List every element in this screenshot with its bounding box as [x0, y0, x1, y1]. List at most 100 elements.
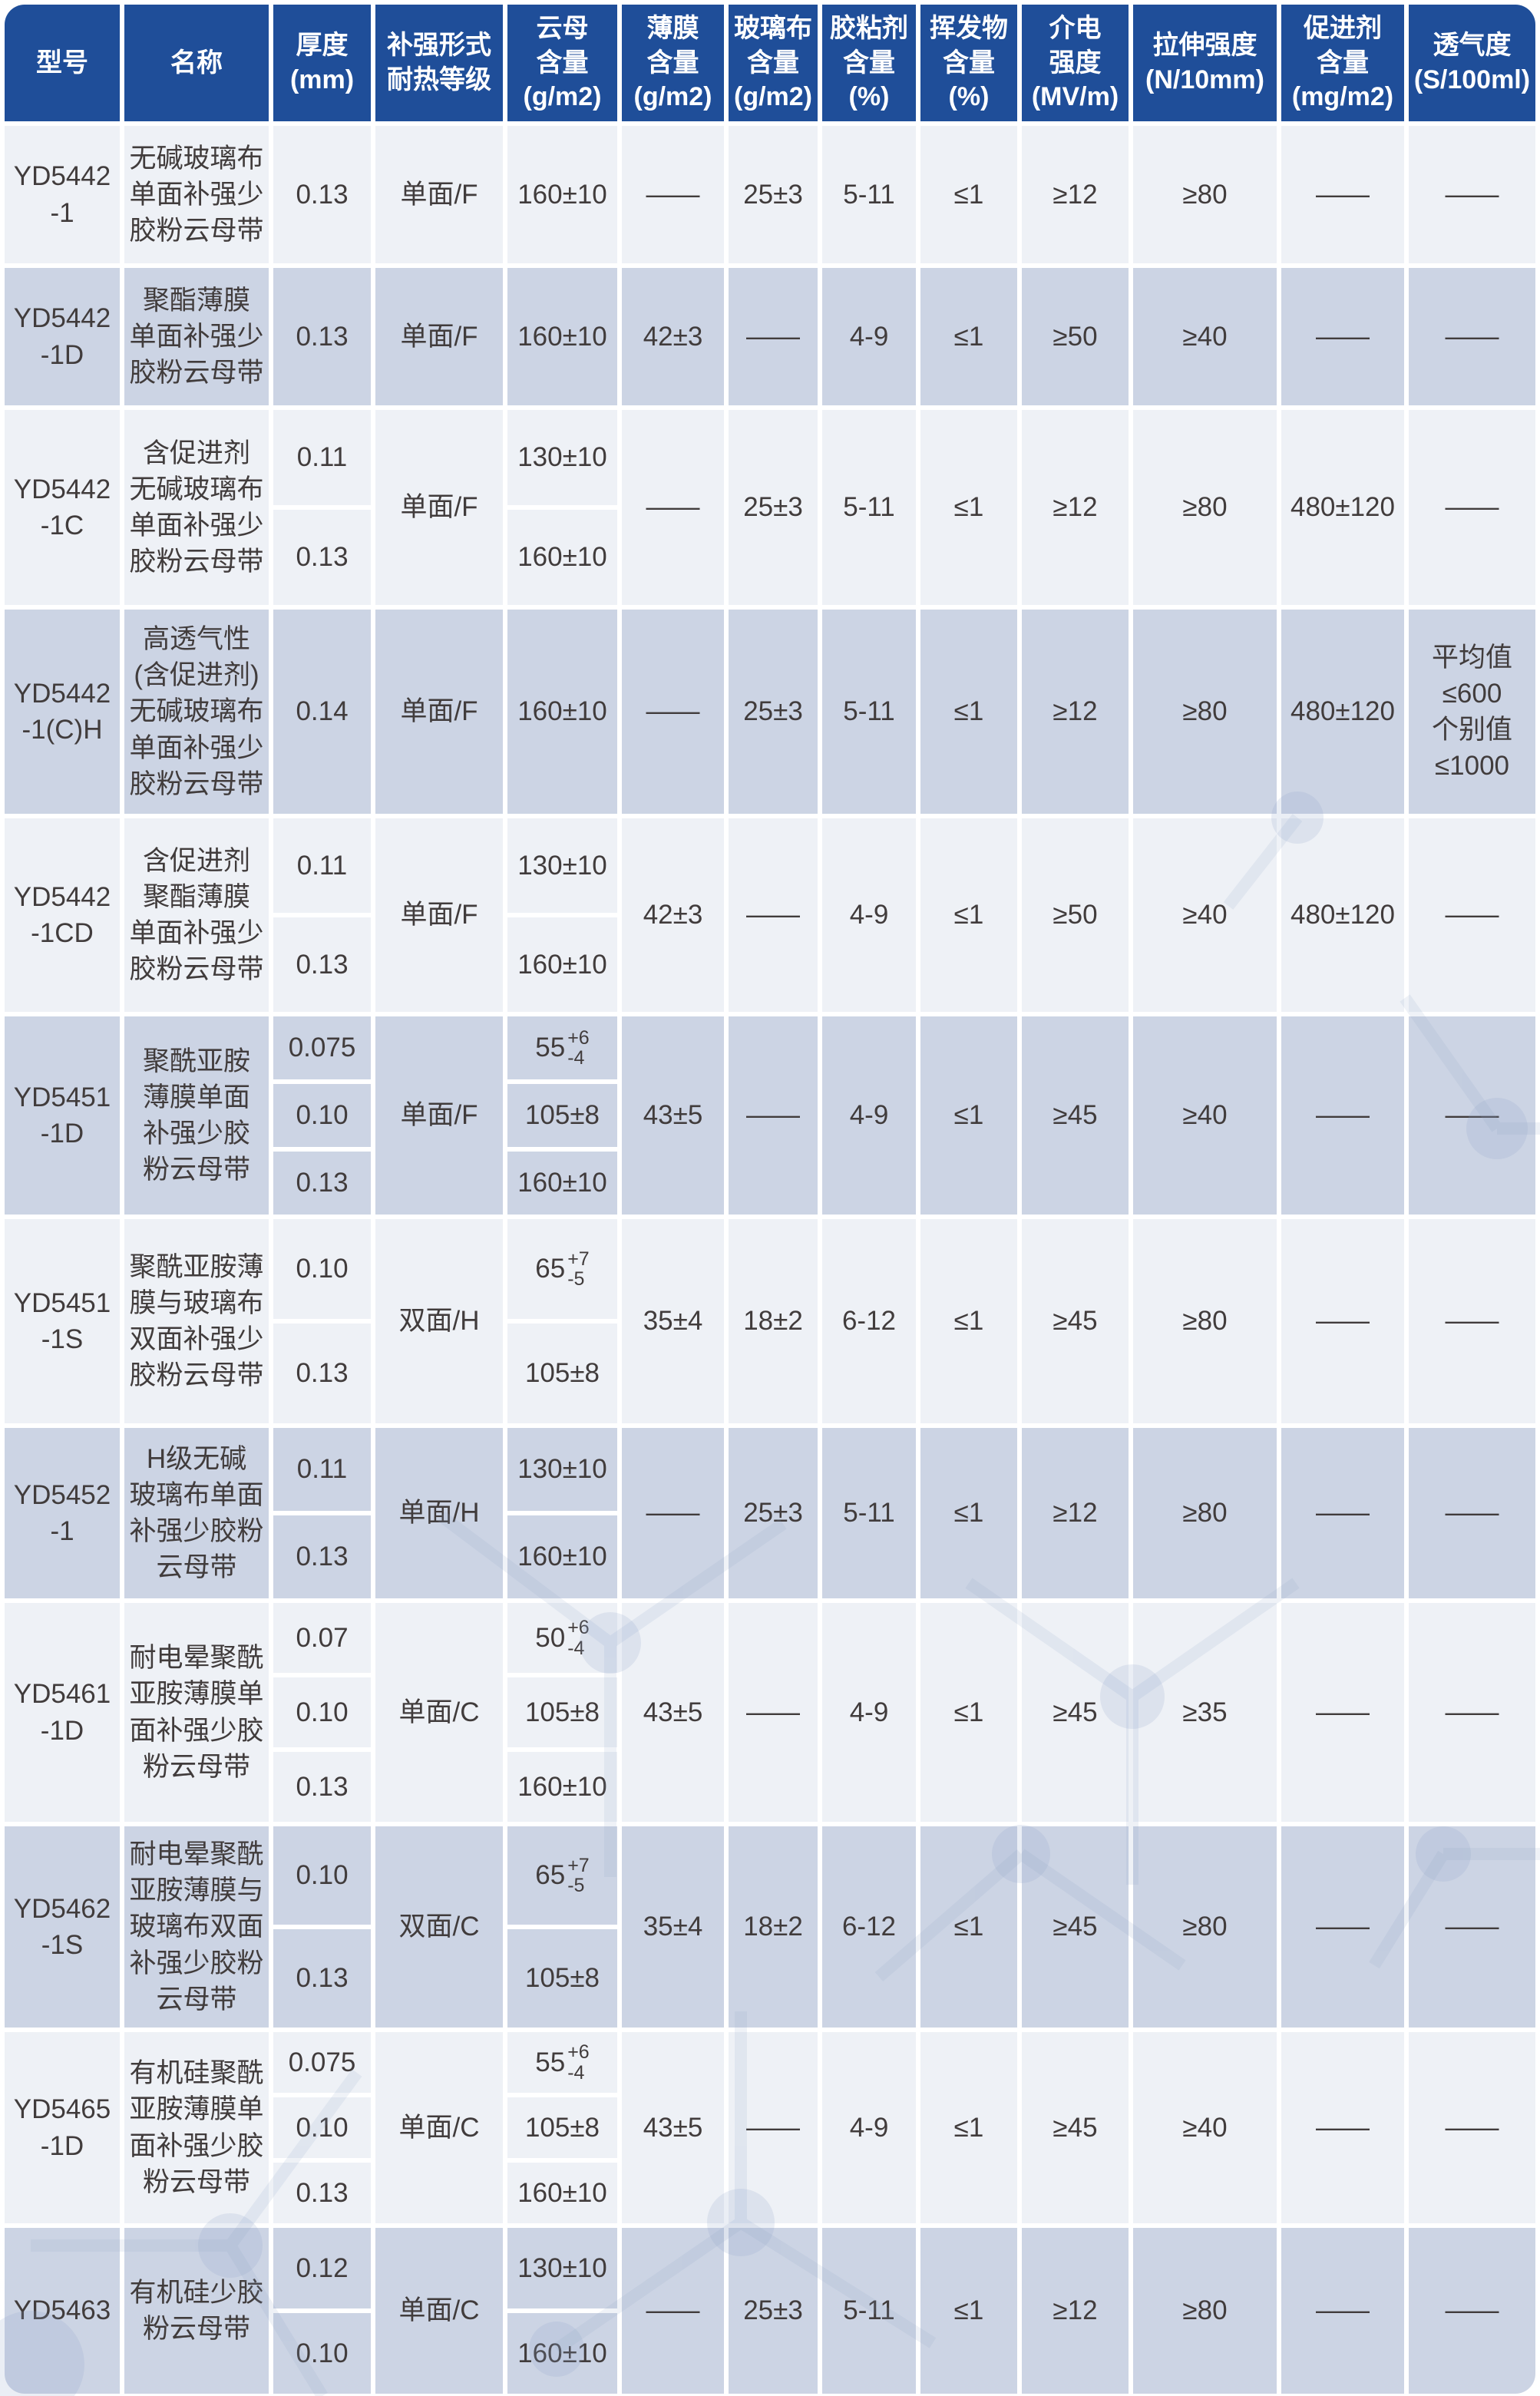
cell-glass: 25±3: [729, 126, 818, 263]
cell-reinforce: 单面/F: [375, 268, 503, 405]
table-row: 0.13 160±10: [5, 1515, 1535, 1598]
cell-accelerator: 480±120: [1281, 818, 1404, 1012]
header-volatile: 挥发物 含量 (%): [920, 5, 1017, 121]
table-row: 0.13 160±10: [5, 917, 1535, 1012]
cell-glass: ——: [729, 1603, 818, 1822]
cell-tensile: ≥80: [1133, 1826, 1277, 2028]
cell-dielectric: ≥50: [1022, 268, 1129, 405]
cell-film: ——: [622, 410, 724, 605]
mica-tolerance-value: 65 +7 -5: [535, 1855, 590, 1895]
tolerance-upper: +7: [567, 1248, 590, 1270]
cell-adhesive: 4-9: [822, 1016, 916, 1215]
cell-thickness: 0.13: [273, 1515, 371, 1598]
cell-dielectric: ≥45: [1022, 1219, 1129, 1423]
cell-film: 43±5: [622, 2032, 724, 2223]
cell-mica: 55 +6 -4: [507, 1016, 617, 1079]
header-thickness: 厚度 (mm): [273, 5, 371, 121]
cell-mica: 160±10: [507, 1752, 617, 1822]
cell-thickness: 0.13: [273, 1752, 371, 1822]
cell-permeability: ——: [1409, 1219, 1535, 1423]
cell-accelerator: ——: [1281, 1016, 1404, 1215]
tolerance-lower: -4: [567, 2061, 585, 2084]
cell-name: 聚酰亚胺薄 膜与玻璃布 双面补强少 胶粉云母带: [124, 1219, 269, 1423]
tolerance-upper: +6: [567, 1617, 590, 1639]
cell-reinforce: 单面/F: [375, 126, 503, 263]
table-row: YD5442 -1C 含促进剂 无碱玻璃布 单面补强少 胶粉云母带 0.11 单面/F…: [5, 410, 1535, 605]
cell-thickness: 0.10: [273, 1084, 371, 1147]
cell-mica: 105±8: [507, 1929, 617, 2028]
cell-permeability: ——: [1409, 126, 1535, 263]
header-model: 型号: [5, 5, 120, 121]
tolerance-upper: +6: [567, 1026, 590, 1049]
cell-thickness: 0.13: [273, 2163, 371, 2223]
mica-tolerance-value: 65 +7 -5: [535, 1248, 590, 1289]
cell-film: 42±3: [622, 268, 724, 405]
cell-thickness: 0.11: [273, 818, 371, 913]
table-row: YD5442 -1CD 含促进剂 聚酯薄膜 单面补强少 胶粉云母带 0.11 单面/F…: [5, 818, 1535, 1012]
cell-film: 43±5: [622, 1016, 724, 1215]
cell-permeability: ——: [1409, 818, 1535, 1012]
table-row: YD5462 -1S 耐电晕聚酰 亚胺薄膜与 玻璃布双面 补强少胶粉 云母带 0.1…: [5, 1826, 1535, 2028]
cell-accelerator: ——: [1281, 1428, 1404, 1598]
table-row: YD5451 -1S 聚酰亚胺薄 膜与玻璃布 双面补强少 胶粉云母带 0.10 双面/…: [5, 1219, 1535, 1423]
cell-dielectric: ≥45: [1022, 1603, 1129, 1822]
cell-thickness: 0.10: [273, 2097, 371, 2158]
cell-mica: 160±10: [507, 610, 617, 814]
cell-thickness: 0.10: [273, 1677, 371, 1747]
cell-accelerator: ——: [1281, 126, 1404, 263]
cell-volatile: ≤1: [920, 1428, 1017, 1598]
cell-volatile: ≤1: [920, 610, 1017, 814]
mica-tolerance-value: 55 +6 -4: [535, 1026, 590, 1068]
cell-mica: 50 +6 -4: [507, 1603, 617, 1673]
table-row: YD5452 -1 H级无碱 玻璃布单面 补强少胶粉 云母带 0.11 单面/H 130…: [5, 1428, 1535, 1598]
cell-mica: 105±8: [507, 2097, 617, 2158]
cell-mica: 130±10: [507, 410, 617, 505]
cell-tensile: ≥35: [1133, 1603, 1277, 1822]
cell-volatile: ≤1: [920, 1603, 1017, 1822]
mica-base-value: 55: [535, 1033, 566, 1063]
cell-volatile: ≤1: [920, 410, 1017, 605]
cell-glass: 25±3: [729, 410, 818, 605]
cell-reinforce: 双面/H: [375, 1219, 503, 1423]
cell-thickness: 0.075: [273, 2032, 371, 2093]
cell-reinforce: 单面/C: [375, 1603, 503, 1822]
cell-mica: 160±10: [507, 917, 617, 1012]
cell-tensile: ≥40: [1133, 268, 1277, 405]
header-reinforce: 补强形式 耐热等级: [375, 5, 503, 121]
cell-volatile: ≤1: [920, 1016, 1017, 1215]
cell-reinforce: 单面/C: [375, 2228, 503, 2394]
cell-model: YD5463: [5, 2228, 120, 2394]
cell-dielectric: ≥45: [1022, 1826, 1129, 2028]
mica-base-value: 65: [535, 1860, 566, 1891]
cell-mica: 65 +7 -5: [507, 1219, 617, 1319]
mica-base-value: 50: [535, 1622, 566, 1653]
cell-glass: 18±2: [729, 1219, 818, 1423]
cell-tensile: ≥40: [1133, 1016, 1277, 1215]
cell-name: 高透气性 (含促进剂) 无碱玻璃布 单面补强少 胶粉云母带: [124, 610, 269, 814]
cell-mica: 160±10: [507, 1152, 617, 1215]
cell-dielectric: ≥12: [1022, 410, 1129, 605]
cell-film: 43±5: [622, 1603, 724, 1822]
cell-name: 含促进剂 聚酯薄膜 单面补强少 胶粉云母带: [124, 818, 269, 1012]
cell-adhesive: 4-9: [822, 1603, 916, 1822]
cell-thickness: 0.13: [273, 1324, 371, 1423]
cell-mica: 160±10: [507, 2313, 617, 2394]
cell-permeability: ——: [1409, 1603, 1535, 1822]
cell-permeability: 平均值 ≤600 个别值 ≤1000: [1409, 610, 1535, 814]
cell-adhesive: 4-9: [822, 2032, 916, 2223]
cell-name: H级无碱 玻璃布单面 补强少胶粉 云母带: [124, 1428, 269, 1598]
cell-reinforce: 单面/F: [375, 410, 503, 605]
tolerance-stack: +6 -4: [567, 1026, 590, 1068]
header-tensile: 拉伸强度 (N/10mm): [1133, 5, 1277, 121]
cell-reinforce: 单面/F: [375, 1016, 503, 1215]
tolerance-stack: +7 -5: [567, 1855, 590, 1895]
cell-model: YD5451 -1S: [5, 1219, 120, 1423]
cell-reinforce: 双面/C: [375, 1826, 503, 2028]
table-row: 0.10 105±8: [5, 2097, 1535, 2158]
mica-tolerance-value: 50 +6 -4: [535, 1618, 589, 1658]
cell-tensile: ≥80: [1133, 610, 1277, 814]
table-row: YD5442 -1 无碱玻璃布 单面补强少 胶粉云母带 0.13 单面/F 160±10…: [5, 126, 1535, 263]
cell-reinforce: 单面/H: [375, 1428, 503, 1598]
cell-dielectric: ≥12: [1022, 610, 1129, 814]
cell-mica: 160±10: [507, 268, 617, 405]
